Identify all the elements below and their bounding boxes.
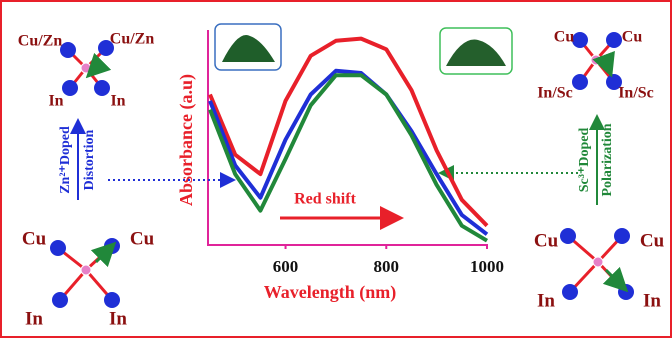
annotation: Polarization (600, 123, 615, 196)
annotation: Distortion (82, 129, 97, 190)
atom (50, 240, 66, 256)
powder (446, 39, 506, 66)
atom-label: In (537, 290, 555, 311)
atom (614, 228, 630, 244)
atom-label: In (109, 308, 127, 329)
atom (572, 32, 588, 48)
line-series (208, 68, 489, 236)
atom (104, 292, 120, 308)
atom-label: In (110, 93, 125, 110)
arrow (602, 266, 629, 293)
atom-label: In (643, 290, 661, 311)
powder (222, 35, 275, 62)
y-axis-label: Absorbance (a.u) (176, 74, 197, 206)
arrow (85, 52, 112, 79)
center-atom (80, 264, 92, 276)
arrow (592, 50, 615, 78)
x-tick-label: 600 (273, 257, 299, 276)
atom (94, 80, 110, 96)
atom (606, 74, 622, 90)
atom-label: Cu (534, 230, 559, 251)
center-atom (592, 256, 604, 268)
annotation: Red shift (294, 191, 356, 208)
atom (606, 32, 622, 48)
annotation: Zn²⁺Doped (58, 126, 73, 194)
x-tick-label: 800 (374, 257, 400, 276)
arrow (90, 241, 117, 268)
atom-label: Cu/Zn (110, 31, 155, 48)
line-series (208, 73, 489, 243)
line-series (208, 36, 489, 228)
atom-label: Cu (22, 228, 47, 249)
atom-label: In/Sc (618, 85, 654, 102)
atom-label: In (25, 308, 43, 329)
atom (562, 284, 578, 300)
atom (52, 292, 68, 308)
atom-label: Cu (554, 29, 575, 46)
atom-label: In (48, 93, 63, 110)
atom-label: Cu (622, 29, 643, 46)
atom-label: Cu (640, 230, 665, 251)
annotation: Sc³⁺Doped (577, 128, 592, 193)
atom (60, 42, 76, 58)
center-atom (80, 62, 92, 74)
atom (98, 40, 114, 56)
x-axis-label: Wavelength (nm) (264, 282, 397, 303)
atom-label: Cu (130, 228, 155, 249)
atom (572, 74, 588, 90)
atom-label: Cu/Zn (18, 33, 63, 50)
atom (560, 228, 576, 244)
center-atom (590, 54, 602, 66)
x-tick-label: 1000 (470, 257, 504, 276)
atom-label: In/Sc (537, 85, 573, 102)
atom (62, 80, 78, 96)
